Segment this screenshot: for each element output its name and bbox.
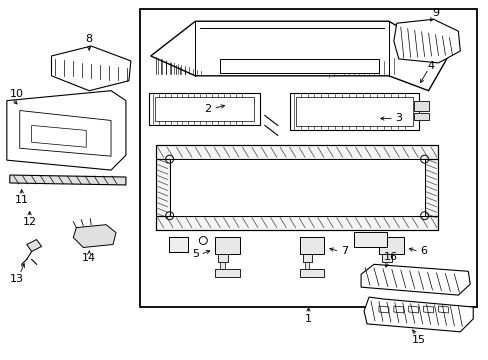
Text: 16: 16 <box>383 252 397 262</box>
Polygon shape <box>154 96 253 121</box>
Polygon shape <box>215 269 240 277</box>
Polygon shape <box>378 237 403 255</box>
Polygon shape <box>32 125 86 147</box>
Text: 14: 14 <box>82 253 96 264</box>
Polygon shape <box>299 237 324 255</box>
Text: 8: 8 <box>85 34 93 44</box>
Polygon shape <box>168 237 188 252</box>
Polygon shape <box>364 297 472 332</box>
Text: 4: 4 <box>426 61 433 71</box>
Polygon shape <box>393 19 459 63</box>
Polygon shape <box>413 113 427 121</box>
Text: 7: 7 <box>340 247 347 256</box>
Text: 15: 15 <box>411 335 425 345</box>
Polygon shape <box>51 46 131 91</box>
Polygon shape <box>155 145 438 230</box>
Polygon shape <box>7 91 126 170</box>
Polygon shape <box>20 111 111 156</box>
Polygon shape <box>304 262 309 269</box>
Polygon shape <box>413 100 427 111</box>
Bar <box>140 9 476 307</box>
Polygon shape <box>150 21 447 91</box>
Text: 1: 1 <box>305 314 311 324</box>
Polygon shape <box>360 264 469 295</box>
Polygon shape <box>381 255 391 262</box>
Polygon shape <box>302 255 312 262</box>
Text: 11: 11 <box>15 195 29 205</box>
Polygon shape <box>168 237 188 252</box>
Text: 13: 13 <box>10 274 24 284</box>
Polygon shape <box>378 269 403 277</box>
Polygon shape <box>215 237 240 255</box>
Polygon shape <box>220 262 224 269</box>
Polygon shape <box>10 175 126 185</box>
Polygon shape <box>295 96 412 126</box>
Text: 3: 3 <box>394 113 402 123</box>
Polygon shape <box>218 255 228 262</box>
Polygon shape <box>220 59 378 73</box>
Text: 12: 12 <box>22 217 37 227</box>
Polygon shape <box>299 269 324 277</box>
Polygon shape <box>27 239 41 251</box>
Text: 6: 6 <box>419 247 426 256</box>
Text: 9: 9 <box>431 8 438 18</box>
Polygon shape <box>169 159 424 216</box>
Polygon shape <box>289 93 418 130</box>
Polygon shape <box>148 93 259 125</box>
Polygon shape <box>353 231 386 247</box>
Polygon shape <box>73 225 116 247</box>
Text: 5: 5 <box>191 249 199 260</box>
Text: 2: 2 <box>203 104 210 113</box>
Text: 10: 10 <box>10 89 24 99</box>
